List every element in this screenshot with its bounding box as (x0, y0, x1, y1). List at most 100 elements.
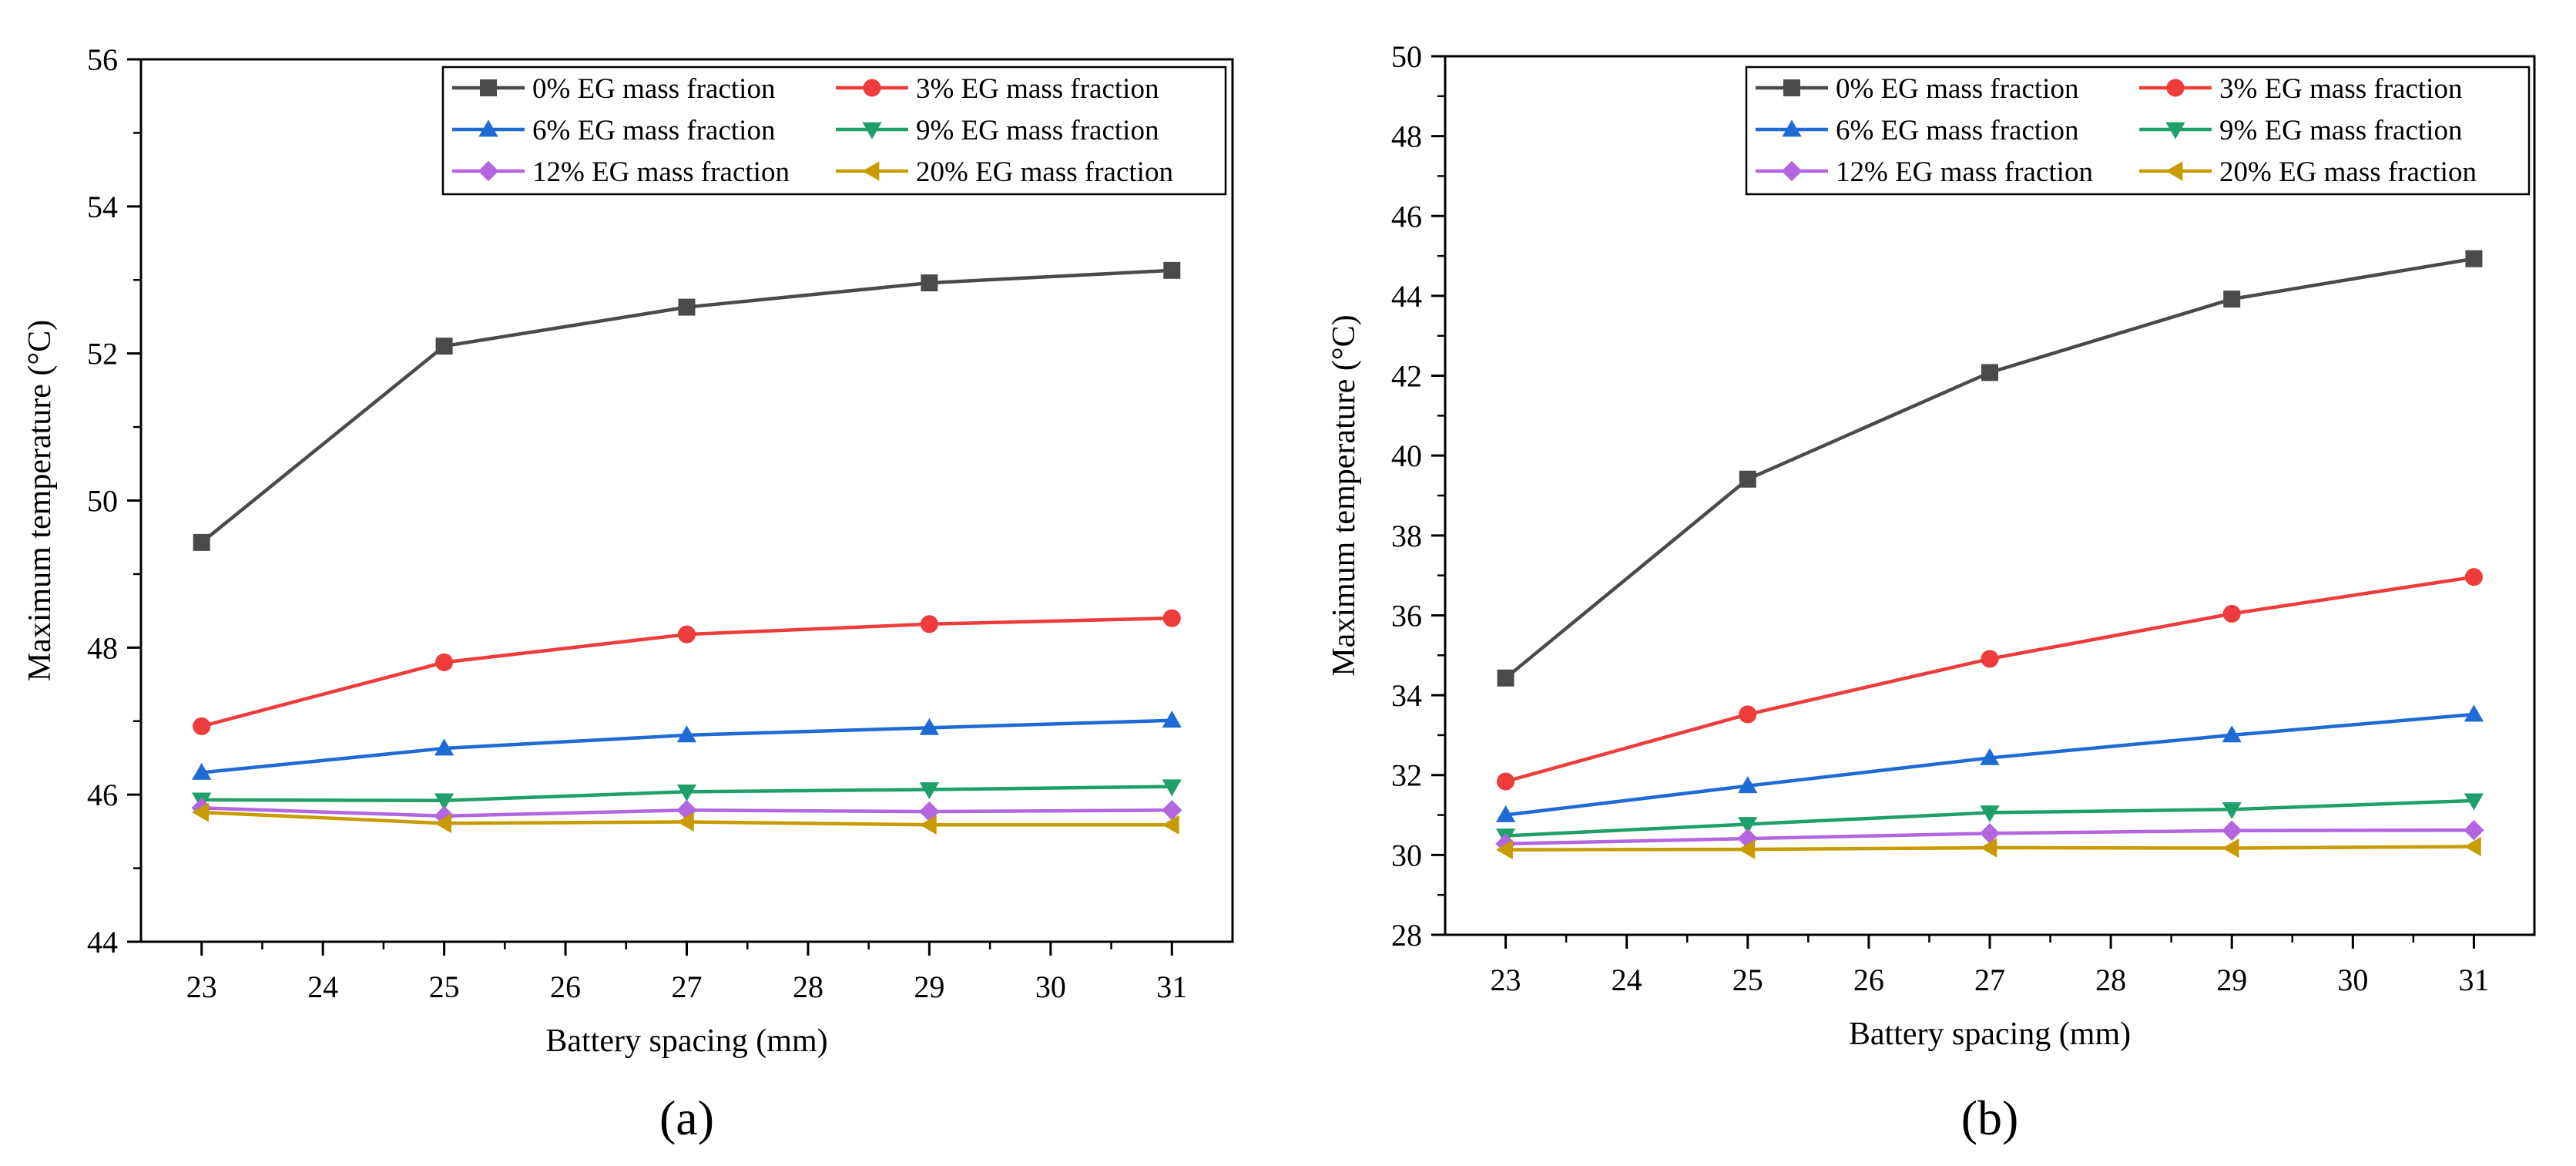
data-point (434, 738, 454, 756)
y-tick-label: 34 (1391, 678, 1422, 713)
y-tick-label: 44 (1391, 279, 1422, 314)
data-point (192, 802, 210, 822)
data-point (1980, 838, 1997, 858)
x-axis-title: Battery spacing (mm) (1849, 1016, 2131, 1052)
data-point (919, 717, 940, 735)
y-tick-label: 28 (1391, 918, 1422, 953)
data-point (2222, 801, 2242, 819)
data-point (1163, 261, 1181, 279)
y-tick-label: 54 (87, 190, 118, 224)
series-6-eg-mass-fraction (192, 711, 1182, 780)
data-point (1980, 805, 2000, 823)
x-tick-label: 29 (2216, 963, 2247, 997)
panel-label: (a) (659, 1090, 714, 1145)
y-tick-label: 46 (1391, 199, 1422, 234)
legend-label: 9% EG mass fraction (916, 115, 1159, 146)
data-point (921, 274, 938, 292)
series-9-eg-mass-fraction (192, 779, 1182, 811)
data-point (1497, 669, 1514, 687)
data-point (2222, 838, 2239, 859)
data-point (434, 813, 451, 834)
data-point (678, 298, 696, 316)
legend-label: 9% EG mass fraction (2219, 115, 2462, 146)
legend-marker (863, 79, 881, 97)
data-point (2222, 604, 2241, 623)
data-point (2222, 820, 2242, 841)
series-line (1504, 257, 2474, 680)
panel-label: (b) (1961, 1090, 2019, 1145)
data-point (1981, 364, 1998, 381)
data-point (1738, 776, 1758, 794)
data-point (919, 815, 937, 835)
data-point (2464, 820, 2484, 841)
legend-label: 3% EG mass fraction (2219, 73, 2462, 105)
x-tick-label: 23 (186, 969, 217, 1004)
data-point (1162, 800, 1182, 821)
x-tick-label: 23 (1491, 963, 1521, 997)
legend-label: 20% EG mass fraction (916, 156, 1173, 188)
x-tick-label: 30 (2337, 963, 2368, 997)
x-tick-label: 30 (1035, 969, 1066, 1004)
legend-label: 0% EG mass fraction (532, 73, 775, 105)
data-point (193, 717, 211, 735)
data-point (1738, 817, 1758, 835)
y-axis-title: Maximum temperature (°C) (1327, 314, 1362, 676)
series-6-eg-mass-fraction (1495, 704, 2484, 822)
x-axis-title: Battery spacing (mm) (545, 1023, 827, 1059)
y-tick-label: 56 (87, 42, 118, 77)
y-tick-label: 30 (1391, 838, 1422, 872)
legend-label: 12% EG mass fraction (532, 156, 790, 188)
data-point (434, 793, 454, 811)
x-tick-label: 24 (307, 969, 338, 1004)
data-point (2465, 250, 2483, 267)
legend-label: 20% EG mass fraction (2219, 156, 2477, 188)
data-point (1979, 823, 2001, 844)
legend-marker (862, 161, 880, 181)
data-point (1162, 779, 1182, 797)
x-tick-label: 27 (1974, 963, 2005, 997)
data-point (1737, 828, 1758, 849)
chart-panel-a: 23 24 25 26 27 28 29 30 31 44 46 48 50 52 54 56 Battery … (22, 42, 1234, 1145)
series-0-eg-mass-fraction (193, 261, 1181, 551)
series-20-eg-mass-fraction (1495, 836, 2481, 860)
y-axis-title: Maximum temperature (°C) (22, 320, 58, 681)
y-tick-label: 36 (1391, 598, 1422, 633)
x-tick-label: 26 (550, 969, 581, 1004)
legend-marker (1781, 160, 1803, 182)
data-point (920, 615, 938, 633)
data-point (1981, 650, 1999, 668)
data-point (2222, 725, 2242, 743)
legend-marker (1782, 119, 1802, 137)
legend-label: 6% EG mass fraction (1836, 115, 2078, 146)
legend-marker (1783, 79, 1800, 96)
data-point (2223, 291, 2241, 308)
x-tick-label: 29 (914, 969, 944, 1004)
legend-marker (2166, 79, 2185, 97)
data-point (1495, 839, 1513, 860)
x-tick-label: 25 (429, 969, 460, 1004)
data-point (2464, 793, 2484, 811)
data-point (193, 533, 210, 551)
data-point (1497, 772, 1515, 791)
legend-marker (478, 119, 498, 137)
y-tick-label: 40 (1391, 439, 1422, 473)
legend-marker (480, 79, 497, 96)
x-tick-label: 31 (2458, 963, 2489, 997)
data-point (1980, 748, 2000, 765)
data-point (677, 625, 696, 643)
x-tick-label: 28 (2095, 963, 2126, 997)
series-12-eg-mass-fraction (1495, 820, 2484, 855)
legend-box (1745, 66, 2531, 196)
x-tick-label: 24 (1612, 963, 1642, 997)
data-point (1495, 833, 1516, 855)
y-tick-label: 32 (1391, 758, 1422, 793)
data-point (1739, 705, 1757, 724)
data-point (2464, 836, 2481, 857)
legend-marker (862, 122, 882, 139)
series-0-eg-mass-fraction (1497, 250, 2483, 687)
data-point (1162, 815, 1179, 835)
legend-marker (478, 160, 499, 182)
series-3-eg-mass-fraction (1497, 568, 2483, 791)
legend-label: 6% EG mass fraction (532, 115, 775, 146)
